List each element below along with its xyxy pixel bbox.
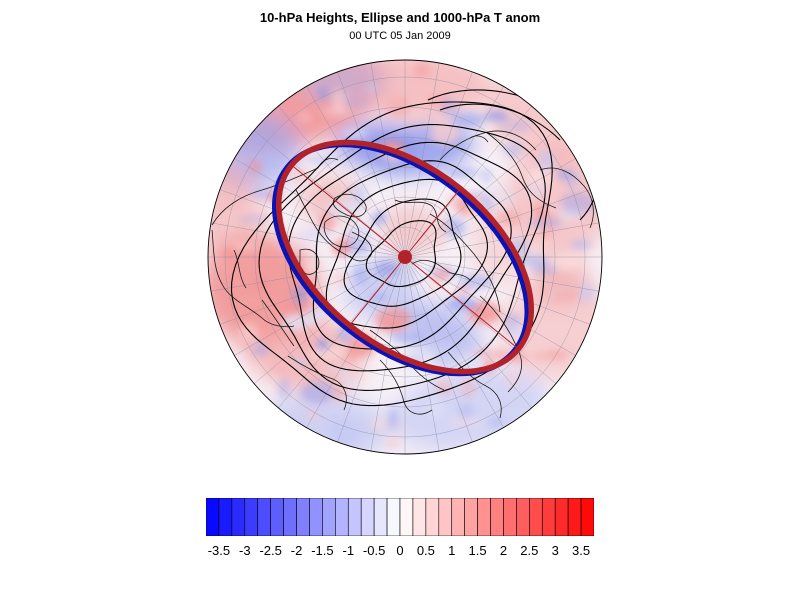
colorbar-box: [244, 498, 259, 536]
colorbar-tick-label: 1.5: [468, 543, 487, 558]
colorbar-box: [218, 498, 233, 536]
colorbar-box: [309, 498, 323, 536]
vortex-centroid-marker: [398, 250, 412, 264]
colorbar-box: [425, 498, 440, 536]
temperature-anomaly-field: [208, 60, 602, 454]
map-boundary: [207, 59, 603, 455]
colorbar-box: [270, 498, 284, 536]
colorbar-box: [257, 498, 271, 536]
colorbar-tick-label: -0.5: [362, 543, 386, 558]
colorbar-box: [283, 498, 297, 536]
colorbar-box: [503, 498, 517, 536]
colorbar-box: [231, 498, 246, 536]
colorbar-box: [322, 498, 336, 536]
colorbar-box: [373, 498, 388, 536]
colorbar-box: [490, 498, 504, 536]
colorbar-box: [360, 498, 375, 536]
colorbar-tick-label: 2.5: [520, 543, 539, 558]
colorbar-labels: -3.5 -3 -2.5 -2 -1.5 -1 -0.5 0 0.5 1 1.5 2 2.5 3 3.5: [0, 543, 800, 561]
map-title: 10-hPa Heights, Ellipse and 1000-hPa T a…: [259, 10, 541, 25]
colorbar-box: [399, 498, 414, 536]
colorbar-tick-label: -3: [239, 543, 251, 558]
colorbar-box: [580, 498, 594, 536]
colorbar-box: [567, 498, 582, 536]
colorbar-tick-label: 1: [448, 543, 456, 558]
colorbar-box: [554, 498, 569, 536]
graticule-grid: [208, 60, 602, 454]
colorbar-box: [477, 498, 491, 536]
colorbar-box: [386, 498, 401, 536]
colorbar-tick-label: 2: [499, 543, 508, 558]
colorbar-box: [529, 498, 543, 536]
colorbar-box: [347, 498, 362, 536]
colorbar-tick-label: -1: [342, 543, 355, 558]
colorbar-tick-label: 3: [551, 543, 559, 558]
colorbar-tick-label: -2: [290, 543, 303, 558]
colorbar-tick-label: -2.5: [259, 543, 282, 558]
colorbar: [206, 498, 594, 536]
colorbar-tick-label: 0: [396, 543, 404, 558]
vortex-ellipse: [271, 139, 535, 377]
colorbar-tick-label: 0.5: [416, 543, 435, 558]
colorbar-box: [464, 498, 478, 536]
colorbar-box: [438, 498, 453, 536]
colorbar-box: [451, 498, 465, 536]
colorbar-box: [516, 498, 530, 536]
colorbar-tick-label: -1.5: [311, 543, 334, 558]
colorbar-tick-label: -3.5: [207, 543, 231, 558]
colorbar-box: [206, 498, 220, 536]
colorbar-box: [412, 498, 427, 536]
map-subtitle: 00 UTC 05 Jan 2009: [349, 30, 451, 42]
colorbar-tick-label: 3.5: [572, 543, 591, 558]
colorbar-box: [296, 498, 310, 536]
colorbar-box: [335, 498, 349, 536]
colorbar-box: [541, 498, 556, 536]
polar-stereographic-map: [207, 59, 603, 455]
